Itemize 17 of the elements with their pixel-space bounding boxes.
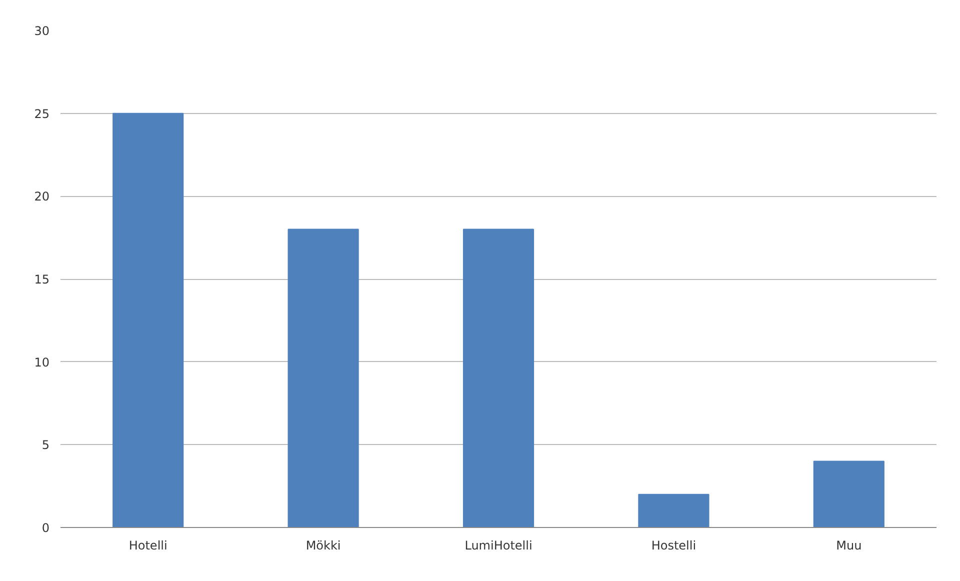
x-tick-label: Hostelli [651,538,696,552]
bar [638,494,710,528]
bar [462,228,534,528]
y-tick-label: 25 [34,106,50,121]
bar [288,228,359,528]
x-tick-label: Muu [836,538,862,552]
y-tick-label: 10 [34,355,50,370]
y-tick-label: 15 [34,272,50,286]
y-tick-label: 20 [34,190,50,204]
bar [813,460,884,528]
bar [112,112,184,528]
y-tick-label: 5 [42,438,50,452]
y-tick-label: 0 [42,521,50,535]
x-tick-label: Mökki [306,538,341,552]
x-tick-label: Hotelli [128,538,168,552]
y-tick-label: 30 [34,24,50,38]
x-tick-label: LumiHotelli [464,538,532,552]
